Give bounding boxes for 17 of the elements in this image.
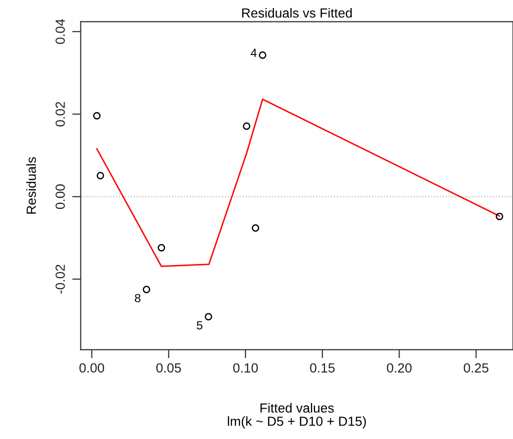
y-axis-title: Residuals xyxy=(26,157,36,214)
x-tick-label: 0.20 xyxy=(386,363,412,373)
y-tick-label: 0.00 xyxy=(56,184,65,209)
x-tick-label: 0.05 xyxy=(156,363,181,373)
x-tick-label: 0.25 xyxy=(464,363,488,373)
annotation: 5 xyxy=(196,321,202,330)
x-axis-title: Fitted values xyxy=(260,402,334,413)
annotation: 8 xyxy=(134,294,140,302)
y-tick-label: 0.04 xyxy=(56,19,65,44)
x-tick-label: 0.10 xyxy=(233,363,258,373)
x-tick-label: 0.15 xyxy=(310,363,335,373)
chart-title: Residuals vs Fitted xyxy=(242,8,352,18)
x-tick-label: 0.00 xyxy=(79,363,104,373)
y-tick-label: -0.02 xyxy=(56,264,65,294)
annotation: 4 xyxy=(250,48,257,57)
y-tick-label: 0.02 xyxy=(56,102,65,126)
text: lm(k ~ D5 + D10 + D15) xyxy=(228,416,366,429)
